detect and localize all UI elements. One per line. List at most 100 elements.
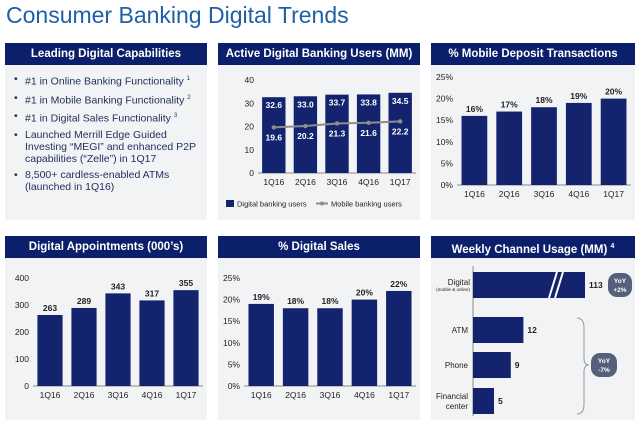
category-label: ATM	[452, 326, 469, 335]
mobile-users-point	[334, 121, 340, 126]
digital-sales-header: % Digital Sales	[218, 236, 420, 258]
active-users-panel: Active Digital Banking Users (MM) 0 10 20 3…	[218, 43, 420, 220]
category-label: center	[446, 402, 469, 411]
bar	[496, 111, 523, 185]
bar	[461, 115, 488, 185]
x-tick-label: 2Q16	[499, 189, 520, 199]
mobile-users-point	[366, 120, 371, 125]
mobile-deposit-panel: % Mobile Deposit Transactions 0% 5% 10% 15%…	[431, 43, 635, 220]
bar-value-label: 355	[179, 278, 193, 288]
bar	[356, 94, 381, 173]
bar-value-label: 263	[43, 303, 57, 313]
x-tick-label: 1Q17	[603, 189, 624, 199]
bar	[565, 102, 592, 185]
bar-value-label: 18%	[535, 95, 552, 105]
bar-value-label: 9	[515, 360, 520, 370]
bar-value-label: 19%	[253, 292, 270, 302]
digital-sales-panel: % Digital Sales 0% 5% 10% 15% 20% 25% 19% 1Q16 1…	[218, 236, 420, 420]
bar-value-label: 343	[111, 281, 125, 291]
yoy-badge-label: YoY	[598, 358, 611, 365]
weekly-channel-chart: 113 Digital(mobile & online) 12 ATM 9 Phone 5 F…	[436, 266, 632, 416]
y-tick-label: 40	[245, 75, 255, 85]
capability-item: #1 in Mobile Banking Functionality 2	[13, 92, 201, 107]
bar-value-label: 32.6	[266, 100, 283, 110]
y-tick-label: 25%	[436, 72, 453, 82]
page-title: Consumer Banking Digital Trends	[6, 2, 349, 28]
bar	[473, 388, 494, 414]
y-tick-label: 20	[245, 122, 255, 132]
x-tick-label: 3Q16	[108, 390, 129, 400]
legend-label: Digital banking users	[237, 200, 307, 209]
x-tick-label: 1Q16	[40, 390, 61, 400]
bar	[386, 290, 412, 386]
y-tick-label: 0	[24, 381, 29, 391]
bar	[71, 307, 97, 386]
x-tick-label: 1Q16	[464, 189, 485, 199]
active-users-chart: 0 10 20 30 40 32.6 1Q16 33.0 2Q16 33.7 3Q16 33.8 4Q1…	[226, 75, 416, 209]
y-tick-label: 30	[245, 98, 255, 108]
bar-value-label: 19%	[570, 91, 587, 101]
active-users-header: Active Digital Banking Users (MM)	[218, 43, 420, 65]
digital-sales-chart: 0% 5% 10% 15% 20% 25% 19% 1Q16 18% 2Q16 18% 3Q16 20%…	[223, 273, 416, 400]
x-tick-label: 4Q16	[142, 390, 163, 400]
y-tick-label: 5%	[228, 359, 241, 369]
y-tick-label: 15%	[436, 115, 453, 125]
bar	[531, 107, 557, 185]
y-tick-label: 20%	[223, 295, 240, 305]
x-tick-label: 1Q17	[388, 390, 409, 400]
y-tick-label: 200	[15, 327, 29, 337]
group-bracket	[576, 317, 590, 415]
bar	[388, 92, 412, 173]
y-tick-label: 300	[15, 300, 29, 310]
bar	[173, 290, 199, 386]
y-tick-label: 10	[245, 145, 255, 155]
category-label: Digital	[448, 278, 470, 287]
axis-break-mark	[548, 271, 558, 299]
bar-value-label: 33.7	[329, 98, 346, 108]
y-tick-label: 0	[249, 168, 254, 178]
axis-break-mark	[554, 271, 564, 299]
bar-value-label: 289	[77, 296, 91, 306]
bar	[600, 98, 627, 185]
legend-line-marker	[320, 201, 324, 206]
line-value-label: 20.2	[297, 131, 314, 141]
y-tick-label: 0%	[441, 180, 454, 190]
bar-value-label: 20%	[356, 288, 373, 298]
x-tick-label: 4Q16	[354, 390, 375, 400]
bar	[473, 352, 511, 378]
capability-item: #1 in Online Banking Functionality 1	[13, 73, 201, 88]
line-value-label: 21.6	[360, 128, 377, 138]
capability-item: 8,500+ cardless-enabled ATMs (launched i…	[13, 169, 201, 193]
bar-value-label: 34.5	[392, 96, 409, 106]
x-tick-label: 3Q16	[320, 390, 341, 400]
capabilities-list: #1 in Online Banking Functionality 1 #1 …	[5, 65, 207, 193]
x-tick-label: 4Q16	[568, 189, 589, 199]
y-tick-label: 400	[15, 273, 29, 283]
x-tick-label: 1Q16	[251, 390, 272, 400]
bar	[293, 96, 318, 173]
mobile-deposit-header: % Mobile Deposit Transactions	[431, 43, 635, 65]
bar	[473, 317, 524, 343]
bar-value-label: 20%	[605, 87, 622, 97]
x-tick-label: 1Q17	[176, 390, 197, 400]
legend-label: Mobile banking users	[331, 200, 402, 209]
y-tick-label: 10%	[436, 137, 453, 147]
y-tick-label: 20%	[436, 94, 453, 104]
x-tick-label: 2Q16	[295, 177, 316, 187]
bar	[351, 299, 378, 386]
y-tick-label: 100	[15, 354, 29, 364]
x-tick-label: 3Q16	[327, 177, 348, 187]
bar	[139, 300, 165, 386]
category-label: Financial	[436, 392, 468, 401]
bar	[105, 293, 131, 386]
bar	[282, 308, 309, 386]
x-tick-label: 4Q16	[358, 177, 379, 187]
x-tick-label: 1Q17	[390, 177, 411, 187]
capability-item: #1 in Digital Sales Functionality 3	[13, 110, 201, 125]
bar	[248, 303, 274, 386]
bar	[37, 314, 63, 386]
yoy-badge-value: -7%	[598, 367, 610, 374]
mobile-deposit-chart: 0% 5% 10% 15% 20% 25% 16% 1Q16 17% 2Q16 18% 3Q16 19%…	[436, 72, 631, 199]
bar	[262, 97, 286, 173]
weekly-channel-panel: Weekly Channel Usage (MM) 4 113 Digital (m…	[431, 236, 635, 420]
